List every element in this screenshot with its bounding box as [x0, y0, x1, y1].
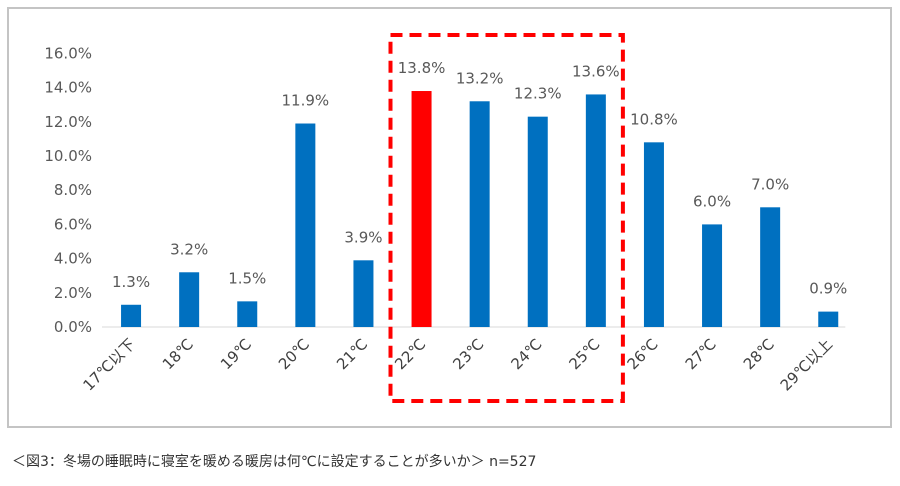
data-label: 1.5%	[228, 269, 266, 287]
y-tick-label: 10.0%	[44, 147, 92, 165]
data-label: 1.3%	[112, 273, 150, 291]
data-label: 3.2%	[170, 240, 208, 258]
x-category-label: 18℃	[159, 335, 197, 373]
y-tick-label: 12.0%	[44, 113, 92, 131]
y-tick-label: 6.0%	[54, 215, 92, 233]
chart-frame	[7, 7, 892, 428]
x-category-label: 21℃	[333, 335, 371, 373]
bar	[702, 224, 723, 327]
bar	[295, 123, 316, 327]
data-label: 11.9%	[282, 92, 330, 110]
x-category-label: 19℃	[217, 335, 255, 373]
data-label: 10.8%	[630, 110, 678, 128]
highlight-dashed-box	[388, 33, 625, 403]
x-category-label: 27℃	[682, 335, 720, 373]
figure-caption: ＜図3：冬場の睡眠時に寝室を暖める暖房は何℃に設定することが多いか＞ n=527	[12, 454, 537, 470]
y-tick-label: 16.0%	[44, 44, 92, 62]
data-label: 0.9%	[809, 280, 847, 298]
x-category-label: 24℃	[507, 335, 545, 373]
y-tick-label: 2.0%	[54, 284, 92, 302]
x-category-label: 26℃	[624, 335, 662, 373]
x-category-label: 17℃以下	[80, 335, 139, 394]
x-category-label: 29℃以上	[777, 335, 836, 394]
y-tick-label: 14.0%	[44, 79, 92, 97]
bar	[179, 272, 200, 327]
data-label: 13.2%	[456, 69, 504, 87]
x-category-label: 22℃	[391, 335, 429, 373]
data-label: 3.9%	[344, 228, 382, 246]
data-label: 13.8%	[398, 59, 446, 77]
data-label: 6.0%	[693, 192, 731, 210]
bar	[585, 94, 606, 327]
bar	[469, 101, 490, 327]
bar	[527, 116, 548, 327]
bar	[353, 260, 374, 327]
data-label: 13.6%	[572, 62, 620, 80]
bar	[237, 301, 258, 327]
data-label: 12.3%	[514, 85, 562, 103]
x-category-label: 20℃	[275, 335, 313, 373]
bar	[818, 311, 839, 327]
data-label: 7.0%	[751, 175, 789, 193]
x-category-label: 25℃	[566, 335, 604, 373]
x-category-label: 23℃	[449, 335, 487, 373]
y-tick-label: 4.0%	[54, 250, 92, 268]
y-tick-label: 0.0%	[54, 318, 92, 336]
x-category-label: 28℃	[740, 335, 778, 373]
bar	[643, 142, 664, 327]
bar	[411, 91, 432, 328]
bar	[760, 207, 781, 327]
bar	[121, 304, 142, 327]
y-tick-label: 8.0%	[54, 181, 92, 199]
